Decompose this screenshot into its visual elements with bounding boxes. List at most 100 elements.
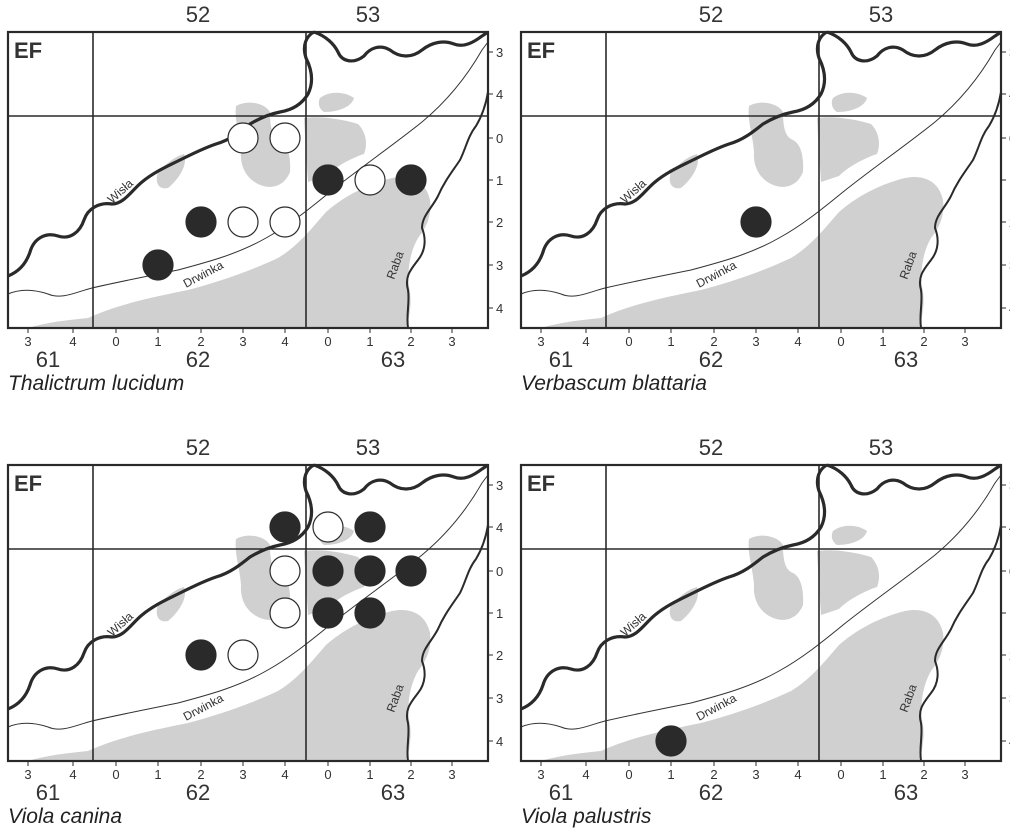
top-column-label-53: 53 (869, 2, 893, 27)
bottom-tick-label: 3 (24, 767, 31, 782)
bottom-tick-label: 1 (154, 767, 161, 782)
bottom-column-label-61: 61 (36, 780, 60, 805)
bottom-column-label-61: 61 (549, 780, 573, 805)
right-tick-label: 4 (496, 301, 503, 316)
record-dot-present (395, 164, 427, 196)
right-tick-label: 1 (496, 606, 503, 621)
bottom-tick-label: 1 (154, 334, 161, 349)
bottom-tick-label: 3 (24, 334, 31, 349)
right-tick-label: 1 (496, 173, 503, 188)
top-column-label-52: 52 (186, 2, 210, 27)
bottom-column-label-62: 62 (186, 347, 210, 372)
bottom-tick-label: 4 (69, 767, 76, 782)
land-patch-2 (831, 525, 867, 545)
bottom-tick-label: 1 (879, 767, 886, 782)
record-dot-historical (354, 164, 386, 196)
distribution-map-2: WisłaDrwinkaRabaEF5253340123401236162633… (519, 2, 1010, 395)
river-drwinka (520, 41, 1002, 297)
bottom-tick-label: 3 (448, 767, 455, 782)
bottom-tick-label: 4 (794, 767, 801, 782)
top-column-label-52: 52 (699, 435, 723, 460)
river-raba (919, 91, 1002, 329)
right-tick-label: 3 (496, 478, 503, 493)
species-name: Thalictrum lucidum (8, 372, 184, 395)
bottom-tick-label: 2 (710, 334, 717, 349)
species-name: Viola canina (8, 805, 122, 828)
bottom-tick-label: 1 (667, 767, 674, 782)
right-tick-label: 0 (496, 564, 503, 579)
right-tick-label: 4 (496, 520, 503, 535)
bottom-tick-label: 0 (837, 767, 844, 782)
bottom-tick-label: 3 (537, 334, 544, 349)
record-dot-present (142, 249, 174, 281)
distribution-map-4: WisłaDrwinkaRabaEF5253340123401236162633… (519, 435, 1010, 828)
bottom-tick-label: 1 (667, 334, 674, 349)
right-tick-label: 2 (496, 215, 503, 230)
bottom-tick-label: 1 (879, 334, 886, 349)
record-dot-historical (269, 597, 301, 629)
bottom-tick-label: 0 (112, 334, 119, 349)
right-tick-label: 2 (496, 648, 503, 663)
record-dot-present (185, 639, 217, 671)
land-cover (541, 525, 944, 761)
bottom-tick-label: 2 (710, 767, 717, 782)
bottom-tick-label: 3 (239, 334, 246, 349)
record-dot-historical (269, 555, 301, 587)
record-dot-historical (227, 206, 259, 238)
land-patch-2 (318, 92, 354, 112)
bottom-tick-label: 0 (324, 334, 331, 349)
bottom-column-label-63: 63 (894, 347, 918, 372)
record-dot-present (354, 511, 386, 543)
land-patch-2 (831, 92, 867, 112)
record-dot-present (354, 597, 386, 629)
bottom-tick-label: 2 (920, 334, 927, 349)
bottom-column-label-63: 63 (381, 780, 405, 805)
occurrence-records (740, 206, 772, 238)
land-patch-3 (817, 550, 879, 615)
record-dot-historical (312, 511, 344, 543)
record-dot-present (185, 206, 217, 238)
species-name: Viola palustris (521, 805, 652, 828)
river-raba (406, 91, 489, 329)
bottom-tick-label: 4 (582, 334, 589, 349)
river-raba (406, 524, 489, 762)
bottom-column-label-63: 63 (894, 780, 918, 805)
river-raba (919, 524, 1002, 762)
bottom-column-label-63: 63 (381, 347, 405, 372)
bottom-tick-label: 4 (281, 334, 288, 349)
bottom-column-label-61: 61 (36, 347, 60, 372)
bottom-column-label-62: 62 (699, 780, 723, 805)
record-dot-present (269, 511, 301, 543)
record-dot-present (312, 164, 344, 196)
record-dot-present (395, 555, 427, 587)
bottom-column-label-61: 61 (549, 347, 573, 372)
top-column-label-53: 53 (356, 2, 380, 27)
record-dot-present (354, 555, 386, 587)
bottom-tick-label: 1 (366, 767, 373, 782)
bottom-tick-label: 3 (448, 334, 455, 349)
right-tick-label: 3 (496, 45, 503, 60)
occurrence-records (655, 725, 687, 757)
river-wisla (7, 30, 489, 278)
river-drwinka (7, 474, 489, 730)
species-name: Verbascum blattaria (521, 372, 707, 395)
bottom-tick-label: 0 (625, 767, 632, 782)
land-patch-5 (541, 609, 944, 761)
right-tick-label: 0 (496, 131, 503, 146)
bottom-tick-label: 2 (407, 767, 414, 782)
right-tick-label: 4 (496, 87, 503, 102)
record-dot-present (740, 206, 772, 238)
bottom-tick-label: 2 (920, 767, 927, 782)
bottom-tick-label: 3 (752, 767, 759, 782)
grid-zone-label: EF (14, 471, 42, 496)
record-dot-present (312, 555, 344, 587)
land-patch-5 (541, 176, 944, 328)
river-drwinka (520, 474, 1002, 730)
record-dot-present (312, 597, 344, 629)
river-drwinka (7, 41, 489, 297)
top-column-label-53: 53 (356, 435, 380, 460)
top-column-label-53: 53 (869, 435, 893, 460)
